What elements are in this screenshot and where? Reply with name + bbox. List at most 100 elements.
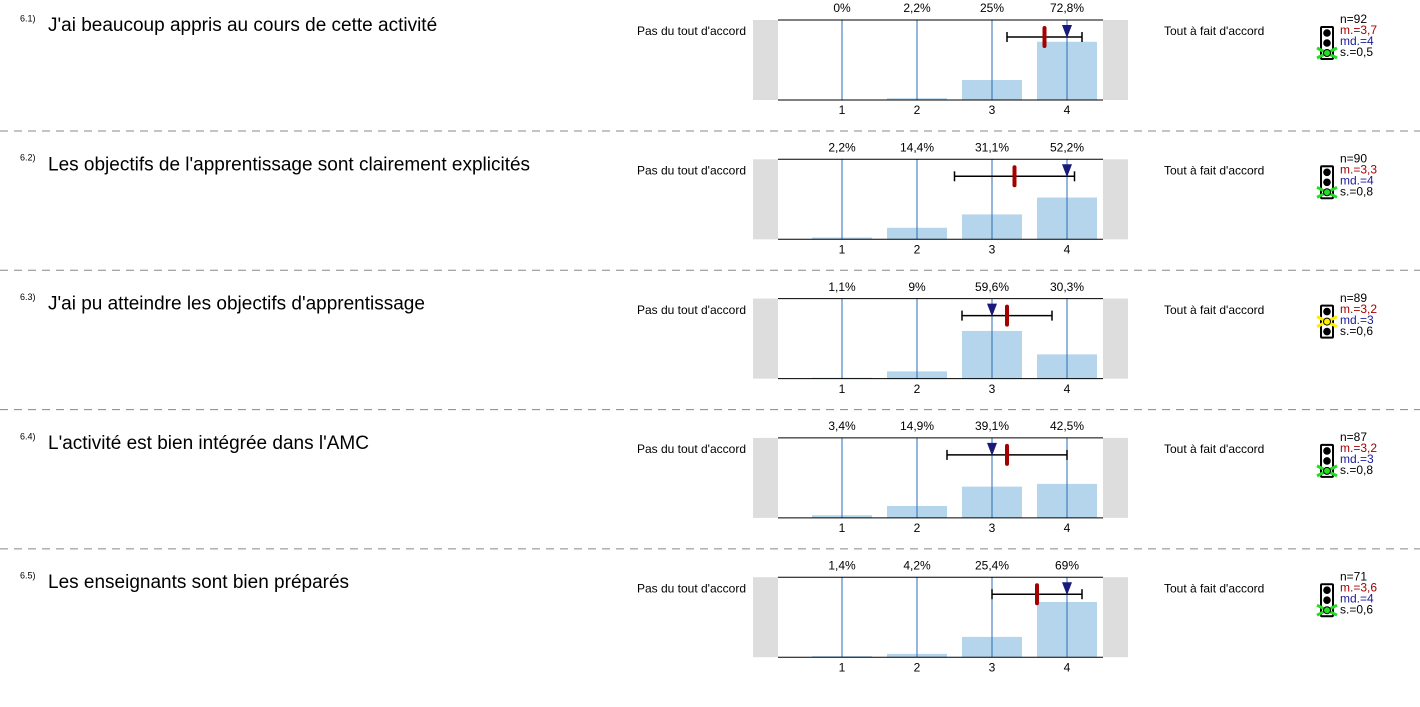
value-label: 14,9% (900, 419, 934, 433)
value-label: 2,2% (828, 140, 856, 154)
median-marker (987, 442, 997, 456)
stat-sd: s.=0,8 (1340, 184, 1373, 198)
x-tick-label: 1 (839, 382, 846, 396)
value-label: 72,8% (1050, 1, 1084, 15)
x-tick-label: 3 (989, 382, 996, 396)
value-label: 39,1% (975, 419, 1009, 433)
traffic-light-lamp (1323, 29, 1331, 37)
value-label: 9% (908, 280, 926, 294)
x-tick-label: 3 (989, 103, 996, 117)
stat-mean: m.=3,2 (1340, 441, 1377, 455)
stat-n: n=90 (1340, 151, 1367, 165)
traffic-light-lamp (1323, 49, 1331, 57)
gray-box-left (753, 159, 778, 240)
stat-mean: m.=3,3 (1340, 162, 1377, 176)
question-text: J'ai pu atteindre les objectifs d'appren… (48, 294, 425, 315)
stat-sd: s.=0,6 (1340, 324, 1373, 338)
gray-box-right (1103, 577, 1128, 658)
gray-box-left (753, 577, 778, 658)
traffic-light-lamp (1323, 596, 1331, 604)
median-marker (1062, 25, 1072, 38)
question-row: 6.5) Les enseignants sont bien préparés Pa… (20, 558, 1377, 674)
x-tick-label: 2 (914, 242, 921, 256)
value-label: 69% (1055, 558, 1079, 572)
question-row: 6.4) L'activité est bien intégrée dans l'… (20, 419, 1377, 535)
gray-box-left (753, 298, 778, 379)
question-text: J'ai beaucoup appris au cours de cette a… (48, 15, 437, 36)
x-tick-label: 2 (914, 103, 921, 117)
x-tick-label: 2 (914, 521, 921, 535)
x-tick-label: 3 (989, 660, 996, 674)
stat-sd: s.=0,8 (1340, 463, 1373, 477)
question-number: 6.1) (20, 13, 36, 23)
question-text: L'activité est bien intégrée dans l'AMC (48, 433, 369, 454)
right-label: Tout à fait d'accord (1164, 581, 1264, 595)
stat-median: md.=4 (1340, 34, 1374, 48)
gray-box-left (753, 20, 778, 100)
traffic-light-lamp (1323, 457, 1331, 465)
median-marker (1062, 164, 1072, 178)
gray-box-right (1103, 20, 1128, 100)
right-label: Tout à fait d'accord (1164, 303, 1264, 317)
median-marker (987, 303, 997, 317)
x-tick-label: 3 (989, 521, 996, 535)
traffic-light-lamp (1323, 188, 1331, 197)
stat-n: n=87 (1340, 430, 1367, 444)
value-label: 59,6% (975, 280, 1009, 294)
question-text: Les enseignants sont bien préparés (48, 572, 349, 593)
traffic-light-lamp (1323, 168, 1331, 177)
x-tick-label: 2 (914, 382, 921, 396)
right-label: Tout à fait d'accord (1164, 442, 1264, 456)
x-tick-label: 1 (839, 103, 846, 117)
value-label: 0% (833, 1, 851, 15)
value-label: 25% (980, 1, 1004, 15)
left-label: Pas du tout d'accord (637, 442, 746, 456)
left-label: Pas du tout d'accord (637, 581, 746, 595)
stat-median: md.=3 (1340, 313, 1374, 327)
x-tick-label: 1 (839, 242, 846, 256)
traffic-light-lamp (1323, 307, 1331, 316)
stat-mean: m.=3,6 (1340, 580, 1377, 594)
value-label: 3,4% (828, 419, 856, 433)
traffic-light-lamp (1323, 466, 1331, 475)
value-label: 4,2% (903, 558, 931, 572)
gray-box-right (1103, 437, 1128, 518)
question-number: 6.2) (20, 153, 36, 163)
stat-mean: m.=3,7 (1340, 23, 1377, 37)
x-tick-label: 1 (839, 521, 846, 535)
x-tick-label: 4 (1064, 103, 1071, 117)
value-label: 25,4% (975, 558, 1009, 572)
question-number: 6.5) (20, 571, 36, 581)
stat-sd: s.=0,6 (1340, 602, 1373, 616)
traffic-light-lamp (1323, 39, 1331, 47)
question-number: 6.3) (20, 292, 36, 302)
x-tick-label: 4 (1064, 242, 1071, 256)
stat-mean: m.=3,2 (1340, 302, 1377, 316)
value-label: 1,4% (828, 558, 856, 572)
value-label: 52,2% (1050, 140, 1084, 154)
stat-n: n=71 (1340, 569, 1367, 583)
x-tick-label: 2 (914, 660, 921, 674)
left-label: Pas du tout d'accord (637, 303, 746, 317)
traffic-light-lamp (1323, 606, 1331, 615)
x-tick-label: 4 (1064, 660, 1071, 674)
gray-box-right (1103, 159, 1128, 240)
value-label: 14,4% (900, 140, 934, 154)
right-label: Tout à fait d'accord (1164, 163, 1264, 177)
x-tick-label: 1 (839, 660, 846, 674)
value-label: 31,1% (975, 140, 1009, 154)
traffic-light-lamp (1323, 586, 1331, 594)
question-row: 6.2) Les objectifs de l'apprentissage son… (20, 140, 1377, 256)
x-tick-label: 3 (989, 242, 996, 256)
traffic-light-lamp (1323, 447, 1331, 455)
stat-median: md.=4 (1340, 173, 1374, 187)
value-label: 2,2% (903, 1, 931, 15)
left-label: Pas du tout d'accord (637, 163, 746, 177)
x-tick-label: 4 (1064, 382, 1071, 396)
stat-n: n=92 (1340, 12, 1367, 26)
traffic-light-lamp (1323, 317, 1331, 326)
question-row: 6.1) J'ai beaucoup appris au cours de cet… (20, 1, 1377, 117)
value-label: 30,3% (1050, 280, 1084, 294)
median-marker (1062, 582, 1072, 596)
